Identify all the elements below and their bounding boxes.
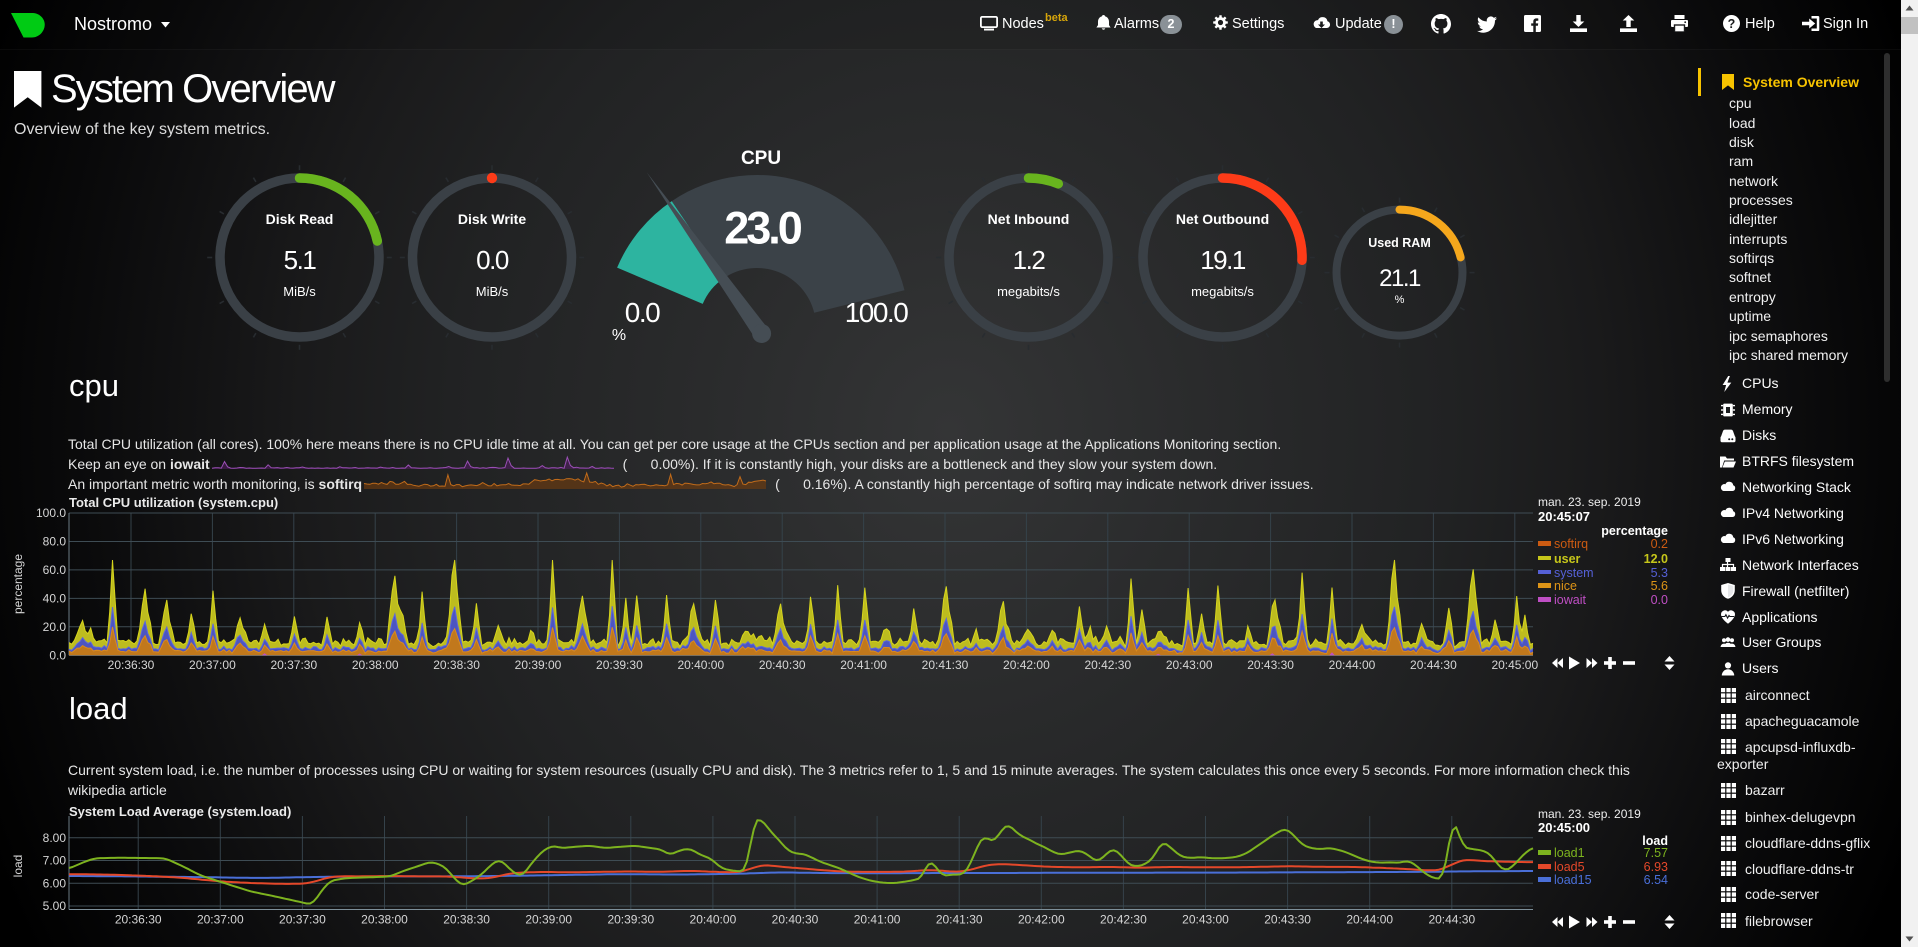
svg-text:7.00: 7.00 [43, 854, 67, 868]
svg-text:5.1: 5.1 [284, 245, 317, 275]
svg-text:MiB/s: MiB/s [283, 284, 316, 299]
svg-text:Net Outbound: Net Outbound [1176, 211, 1269, 227]
svg-text:5.00: 5.00 [43, 899, 67, 913]
svg-text:60.0: 60.0 [43, 563, 67, 577]
svg-text:megabits/s: megabits/s [997, 284, 1060, 299]
svg-text:20:44:30: 20:44:30 [1410, 658, 1457, 672]
svg-text:6.00: 6.00 [43, 877, 67, 891]
svg-text:20:42:30: 20:42:30 [1100, 913, 1147, 927]
svg-text:20:37:00: 20:37:00 [197, 913, 244, 927]
svg-text:20:42:00: 20:42:00 [1003, 658, 1050, 672]
svg-text:20:36:30: 20:36:30 [115, 913, 162, 927]
svg-text:80.0: 80.0 [43, 535, 67, 549]
svg-text:20:39:00: 20:39:00 [525, 913, 572, 927]
svg-text:Net Inbound: Net Inbound [988, 211, 1070, 227]
svg-text:load: load [11, 855, 25, 878]
svg-text:20:42:00: 20:42:00 [1018, 913, 1065, 927]
svg-text:20:37:30: 20:37:30 [279, 913, 326, 927]
svg-text:20:45:00: 20:45:00 [1491, 658, 1538, 672]
svg-text:23.0: 23.0 [724, 203, 802, 254]
svg-text:Disk Write: Disk Write [458, 211, 526, 227]
svg-text:20:43:30: 20:43:30 [1247, 658, 1294, 672]
svg-text:20:41:00: 20:41:00 [840, 658, 887, 672]
svg-text:20:39:30: 20:39:30 [607, 913, 654, 927]
svg-text:Disk Read: Disk Read [266, 211, 334, 227]
svg-text:20:38:30: 20:38:30 [433, 658, 480, 672]
svg-text:20:43:30: 20:43:30 [1264, 913, 1311, 927]
svg-text:Used RAM: Used RAM [1368, 236, 1431, 250]
svg-text:20:40:30: 20:40:30 [759, 658, 806, 672]
svg-text:20:39:30: 20:39:30 [596, 658, 643, 672]
svg-text:?: ? [1728, 17, 1736, 31]
svg-text:20:41:30: 20:41:30 [922, 658, 969, 672]
svg-text:21.1: 21.1 [1379, 265, 1421, 292]
svg-text:20:44:00: 20:44:00 [1329, 658, 1376, 672]
svg-text:20:39:00: 20:39:00 [515, 658, 562, 672]
svg-text:20:38:00: 20:38:00 [361, 913, 408, 927]
svg-text:20.0: 20.0 [43, 620, 67, 634]
svg-text:100.0: 100.0 [36, 506, 66, 520]
svg-text:1.2: 1.2 [1013, 245, 1046, 275]
svg-text:20:41:00: 20:41:00 [854, 913, 901, 927]
svg-text:40.0: 40.0 [43, 592, 67, 606]
svg-text:20:42:30: 20:42:30 [1084, 658, 1131, 672]
svg-text:20:37:30: 20:37:30 [270, 658, 317, 672]
svg-text:20:43:00: 20:43:00 [1182, 913, 1229, 927]
svg-text:20:37:00: 20:37:00 [189, 658, 236, 672]
svg-text:0.0: 0.0 [49, 649, 66, 663]
svg-text:100.0: 100.0 [845, 297, 908, 328]
svg-text:20:38:00: 20:38:00 [352, 658, 399, 672]
svg-text:percentage: percentage [11, 554, 25, 614]
svg-text:0.0: 0.0 [476, 245, 509, 275]
svg-text:20:38:30: 20:38:30 [443, 913, 490, 927]
svg-text:20:43:00: 20:43:00 [1166, 658, 1213, 672]
svg-text:%: % [1395, 294, 1405, 306]
svg-text:%: % [612, 327, 626, 344]
svg-text:20:44:30: 20:44:30 [1428, 913, 1475, 927]
svg-text:20:40:00: 20:40:00 [677, 658, 724, 672]
svg-text:20:40:30: 20:40:30 [772, 913, 819, 927]
svg-text:CPU: CPU [741, 148, 781, 169]
svg-text:0.0: 0.0 [625, 297, 660, 328]
svg-text:19.1: 19.1 [1200, 245, 1246, 275]
svg-text:megabits/s: megabits/s [1191, 284, 1254, 299]
svg-text:20:41:30: 20:41:30 [936, 913, 983, 927]
svg-text:20:40:00: 20:40:00 [690, 913, 737, 927]
svg-text:20:44:00: 20:44:00 [1346, 913, 1393, 927]
svg-text:MiB/s: MiB/s [476, 284, 509, 299]
svg-text:20:36:30: 20:36:30 [108, 658, 155, 672]
svg-text:8.00: 8.00 [43, 831, 67, 845]
